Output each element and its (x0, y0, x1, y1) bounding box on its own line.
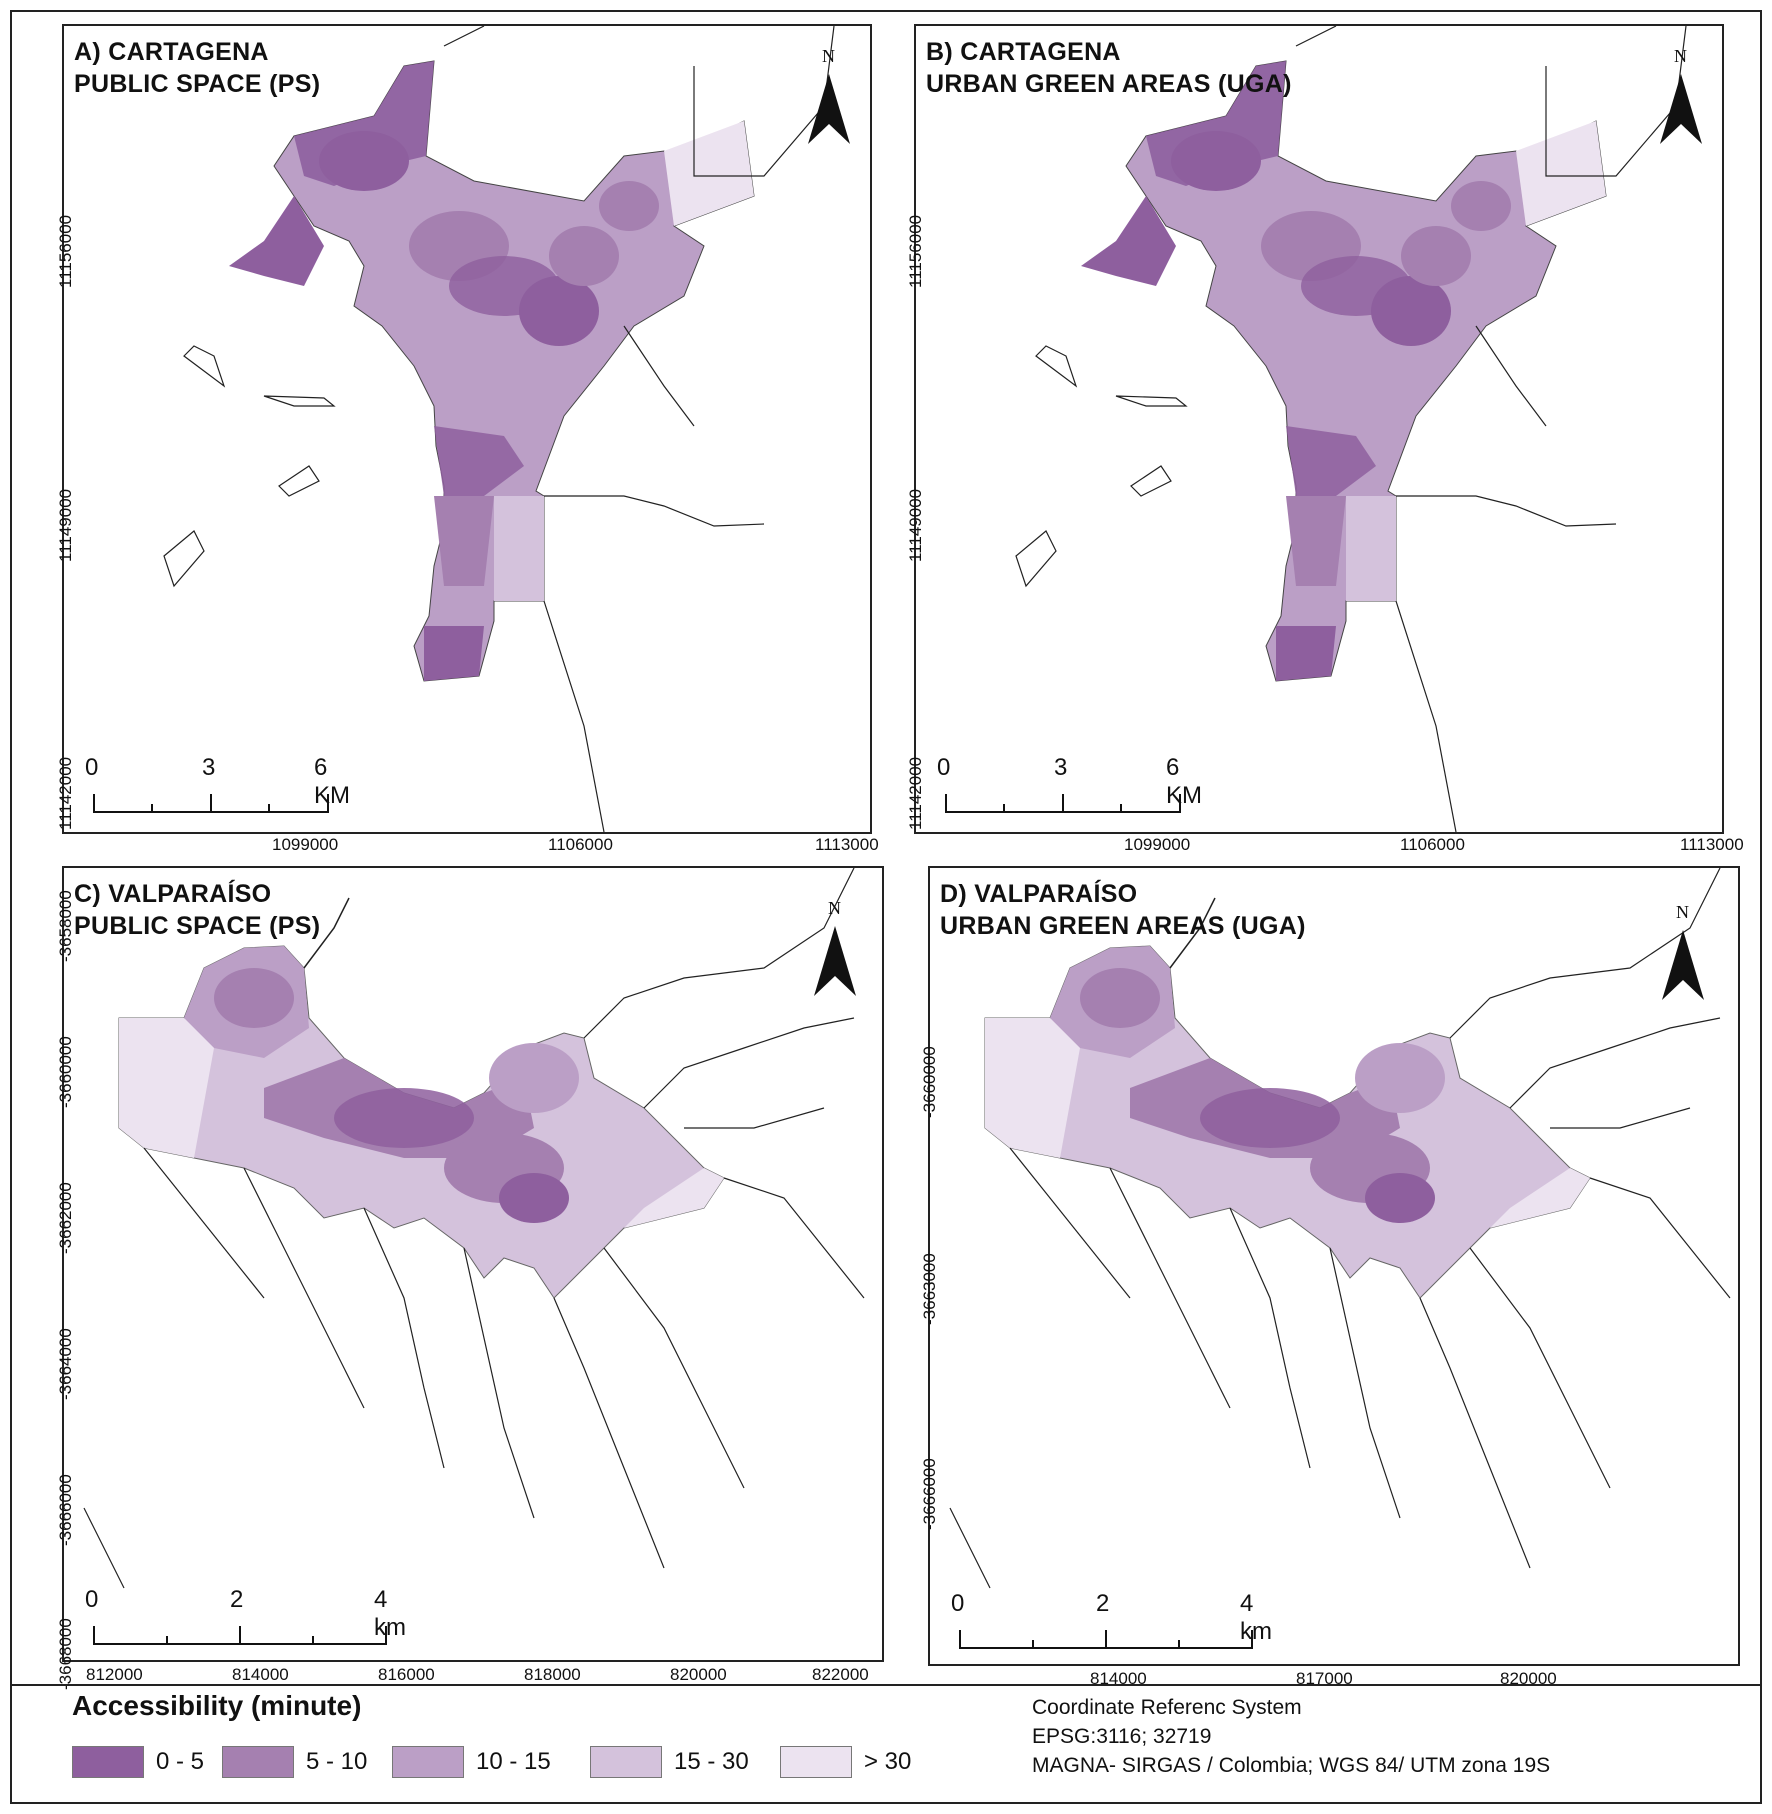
x-tick: 1099000 (272, 835, 339, 854)
crs-line: EPSG:3116; 32719 (1032, 1725, 1212, 1748)
valparaiso-ps-map (83, 868, 865, 1589)
scale-label-mid: 3 (1054, 754, 1068, 781)
scale-label-end: 4 km (1240, 1590, 1272, 1645)
north-arrow: N (1658, 902, 1708, 1012)
panel-title: D) VALPARAÍSO URBAN GREEN AREAS (UGA) (940, 880, 1306, 940)
valparaiso-uga-map (949, 868, 1731, 1589)
x-tick: 1106000 (1400, 835, 1465, 854)
scale-bar: 0 2 4 km (951, 1590, 1272, 1650)
x-tick: 820000 (670, 1665, 727, 1684)
x-tick: 812000 (86, 1665, 143, 1684)
y-tick: 11156000 (56, 214, 75, 288)
north-arrow: N (1656, 46, 1706, 156)
panel-cartagena-ps: A) CARTAGENA PUBLIC SPACE (PS) N 0 3 6 K… (62, 24, 872, 834)
panel-valparaiso-uga: D) VALPARAÍSO URBAN GREEN AREAS (UGA) N … (928, 866, 1740, 1666)
north-arrow-icon (814, 926, 856, 996)
legend-title: Accessibility (minute) (72, 1690, 362, 1721)
valparaiso-accessibility-layer (83, 868, 865, 1589)
y-tick: -3662000 (56, 1182, 75, 1254)
y-tick: 11156000 (906, 214, 925, 288)
y-tick: -3658000 (56, 890, 75, 962)
north-arrow: N (810, 898, 860, 1008)
scale-label-0: 0 (85, 1586, 99, 1613)
panel-title: C) VALPARAÍSO PUBLIC SPACE (PS) (74, 880, 321, 940)
valparaiso-accessibility-layer (949, 868, 1731, 1589)
scale-label-end: 6 KM (314, 754, 350, 809)
scale-bar: 0 3 6 KM (937, 754, 1202, 814)
legend-swatch (590, 1746, 662, 1778)
cartagena-uga-map (1015, 26, 1687, 832)
scale-bar: 0 3 6 KM (85, 754, 350, 814)
crs-line: Coordinate Referenc System (1032, 1696, 1302, 1719)
x-tick: 818000 (524, 1665, 581, 1684)
figure-frame (10, 10, 1762, 1804)
crs-note: Coordinate Referenc System EPSG:3116; 32… (1032, 1693, 1550, 1780)
legend-swatch (780, 1746, 852, 1778)
x-tick: 814000 (232, 1665, 289, 1684)
y-tick: -3666000 (920, 1458, 939, 1530)
scale-label-0: 0 (85, 754, 99, 781)
cartagena-accessibility-layer (1015, 26, 1687, 832)
legend-item: > 30 (780, 1745, 911, 1779)
legend-item: 15 - 30 (590, 1745, 749, 1779)
x-tick: 1113000 (1680, 835, 1744, 854)
y-tick: -3666000 (56, 1474, 75, 1546)
x-tick: 1113000 (815, 835, 879, 854)
y-tick: -3664000 (56, 1328, 75, 1400)
scale-label-mid: 2 (1096, 1590, 1110, 1617)
crs-line: MAGNA- SIRGAS / Colombia; WGS 84/ UTM zo… (1032, 1754, 1551, 1777)
cartagena-ps-map (163, 26, 835, 832)
scale-label-0: 0 (937, 754, 951, 781)
scale-bar: 0 2 4 km (85, 1586, 406, 1646)
scale-label-end: 4 km (374, 1586, 406, 1641)
legend-swatch (222, 1746, 294, 1778)
legend-swatch (392, 1746, 464, 1778)
y-tick: -3663000 (920, 1253, 939, 1325)
x-tick: 816000 (378, 1665, 435, 1684)
y-tick: -3660000 (920, 1046, 939, 1118)
y-tick: 11142000 (56, 756, 75, 830)
y-tick: -3668000 (56, 1618, 75, 1690)
panel-title: A) CARTAGENA PUBLIC SPACE (PS) (74, 38, 321, 98)
cartagena-accessibility-layer (163, 26, 835, 832)
legend-item: 0 - 5 (72, 1745, 204, 1779)
y-tick: -3660000 (56, 1036, 75, 1108)
x-tick: 814000 (1090, 1669, 1147, 1688)
north-arrow: N (804, 46, 854, 156)
panel-cartagena-uga: B) CARTAGENA URBAN GREEN AREAS (UGA) N 0… (914, 24, 1724, 834)
scale-label-mid: 3 (202, 754, 216, 781)
north-arrow-icon (1660, 74, 1702, 144)
y-tick: 11149000 (906, 488, 925, 562)
y-tick: 11149000 (56, 488, 75, 562)
panel-title: B) CARTAGENA URBAN GREEN AREAS (UGA) (926, 38, 1292, 98)
x-tick: 822000 (812, 1665, 869, 1684)
north-arrow-icon (1662, 930, 1704, 1000)
north-arrow-icon (808, 74, 850, 144)
x-tick: 1106000 (548, 835, 613, 854)
legend-swatch (72, 1746, 144, 1778)
y-tick: 11142000 (906, 756, 925, 830)
scale-label-0: 0 (951, 1590, 965, 1617)
panel-valparaiso-ps: C) VALPARAÍSO PUBLIC SPACE (PS) N 0 2 4 … (62, 866, 884, 1662)
x-tick: 820000 (1500, 1669, 1557, 1688)
legend-item: 10 - 15 (392, 1745, 551, 1779)
scale-label-end: 6 KM (1166, 754, 1202, 809)
legend-item: 5 - 10 (222, 1745, 367, 1779)
x-tick: 1099000 (1124, 835, 1191, 854)
x-tick: 817000 (1296, 1669, 1353, 1688)
scale-label-mid: 2 (230, 1586, 244, 1613)
legend-divider (10, 1684, 1762, 1686)
